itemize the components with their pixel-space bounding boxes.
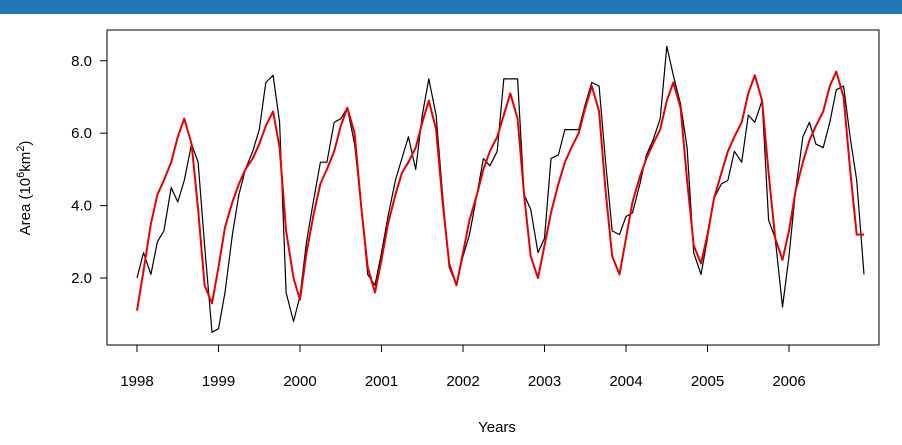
fitted-series-line (136, 70, 864, 311)
observed-series-line (136, 45, 865, 333)
y-tick-label: 2.0 (71, 270, 92, 287)
y-axis-label-sup2: 2 (15, 146, 27, 152)
x-tick-label: 1998 (120, 373, 153, 390)
y-axis-label-end: ) (17, 141, 34, 146)
y-tick-label: 8.0 (71, 53, 92, 70)
x-tick-label: 2005 (691, 373, 724, 390)
header-bar (0, 0, 902, 14)
x-axis-label: Years (478, 419, 516, 436)
y-axis-label-main: Area (10 (17, 178, 34, 236)
y-tick-label: 4.0 (71, 198, 92, 215)
x-tick-label: 2003 (528, 373, 561, 390)
y-axis-label: Area (106km2) (15, 141, 34, 236)
x-tick-label: 2002 (446, 373, 479, 390)
y-axis: 2.0 4.0 6.0 8.0 (71, 53, 107, 287)
x-tick-label: 1999 (202, 373, 235, 390)
x-tick-label: 2000 (283, 373, 316, 390)
x-tick-label: 2001 (365, 373, 398, 390)
series-layer (136, 45, 865, 333)
x-tick-label: 2006 (772, 373, 805, 390)
y-axis-label-tail: km (17, 152, 34, 172)
x-axis: 1998 1999 2000 2001 2002 2003 2004 2005 2006 (120, 345, 806, 390)
plot-frame (106, 29, 880, 346)
y-axis-label-sup: 6 (15, 172, 27, 178)
y-tick-label: 6.0 (71, 125, 92, 142)
x-tick-label: 2004 (609, 373, 642, 390)
